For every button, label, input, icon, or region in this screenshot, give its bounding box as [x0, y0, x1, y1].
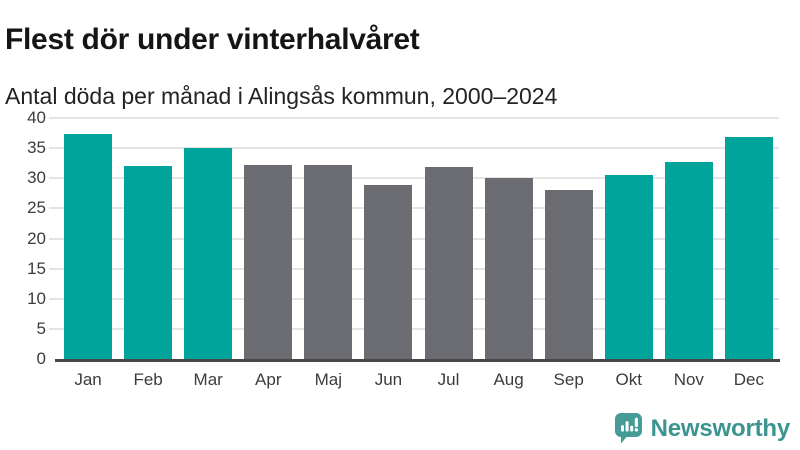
y-tick-label-20: 20	[27, 228, 46, 248]
bar-slot-jul	[418, 118, 478, 359]
bar-slot-nov	[659, 118, 719, 359]
bar-slot-okt	[599, 118, 659, 359]
x-tick-label-jan: Jan	[74, 370, 102, 389]
y-tick-label-30: 30	[27, 168, 46, 188]
y-tick-label-10: 10	[27, 288, 46, 308]
bar-aug	[484, 177, 533, 359]
gridline-35	[49, 147, 779, 150]
bar-slot-maj	[298, 118, 358, 359]
newsworthy-logo-text: Newsworthy	[650, 414, 791, 442]
gridline-40	[49, 117, 779, 119]
x-tick-label-jun: Jun	[374, 370, 403, 389]
gridline-30	[49, 177, 779, 180]
newsworthy-icon	[614, 413, 642, 444]
newsworthy-logo: Newsworthy	[614, 413, 791, 444]
bar-slot-feb	[118, 118, 178, 359]
y-tick-label-40: 40	[27, 108, 46, 127]
bar-mar	[184, 147, 233, 359]
gridline-20	[49, 237, 779, 240]
bar-maj	[304, 165, 353, 359]
bar-slot-dec	[719, 118, 779, 359]
x-tick-label-apr: Apr	[255, 370, 282, 389]
bar-jul	[424, 166, 473, 359]
x-tick-label-nov: Nov	[673, 370, 704, 389]
y-tick-label-0: 0	[36, 349, 46, 368]
bar-sep	[544, 190, 593, 359]
bar-jan	[64, 133, 113, 359]
y-axis-labels: 0 5 10 15 20 25 30 35 40	[0, 109, 46, 368]
gridline-10	[49, 297, 779, 300]
y-tick-label-35: 35	[27, 138, 46, 158]
chart-subtitle: Antal döda per månad i Alingsås kommun, …	[5, 83, 558, 109]
bar-slot-jun	[358, 118, 418, 359]
bars	[58, 118, 779, 359]
gridline-5	[49, 327, 779, 330]
x-axis-line	[55, 359, 780, 362]
x-tick-label-dec: Dec	[733, 370, 765, 389]
x-tick-label-aug: Aug	[493, 370, 524, 389]
gridline-25	[49, 207, 779, 210]
bar-slot-sep	[539, 118, 599, 359]
bar-chart	[49, 117, 780, 362]
x-axis-labels: Jan Feb Mar Apr Maj Jun Jul Aug Sep Okt Nov Dec	[58, 370, 779, 390]
y-tick-label-25: 25	[27, 198, 46, 218]
x-tick-label-maj: Maj	[314, 370, 343, 389]
bar-dec	[724, 136, 773, 359]
y-tick-label-5: 5	[36, 318, 46, 338]
bar-slot-mar	[178, 118, 238, 359]
bar-jun	[364, 184, 413, 359]
bar-apr	[244, 165, 293, 359]
x-tick-label-feb: Feb	[133, 370, 163, 389]
x-tick-label-jul: Jul	[437, 370, 460, 389]
bar-slot-jan	[58, 118, 118, 359]
bar-nov	[664, 161, 713, 359]
x-tick-label-mar: Mar	[193, 370, 223, 389]
bar-okt	[604, 175, 653, 359]
bar-feb	[124, 165, 173, 359]
y-tick-label-15: 15	[27, 258, 46, 278]
bar-slot-aug	[479, 118, 539, 359]
x-tick-label-sep: Sep	[553, 370, 584, 389]
bar-slot-apr	[238, 118, 298, 359]
x-tick-label-okt: Okt	[615, 370, 642, 389]
page-title: Flest dör under vinterhalvåret	[5, 23, 420, 57]
gridline-15	[49, 267, 779, 270]
